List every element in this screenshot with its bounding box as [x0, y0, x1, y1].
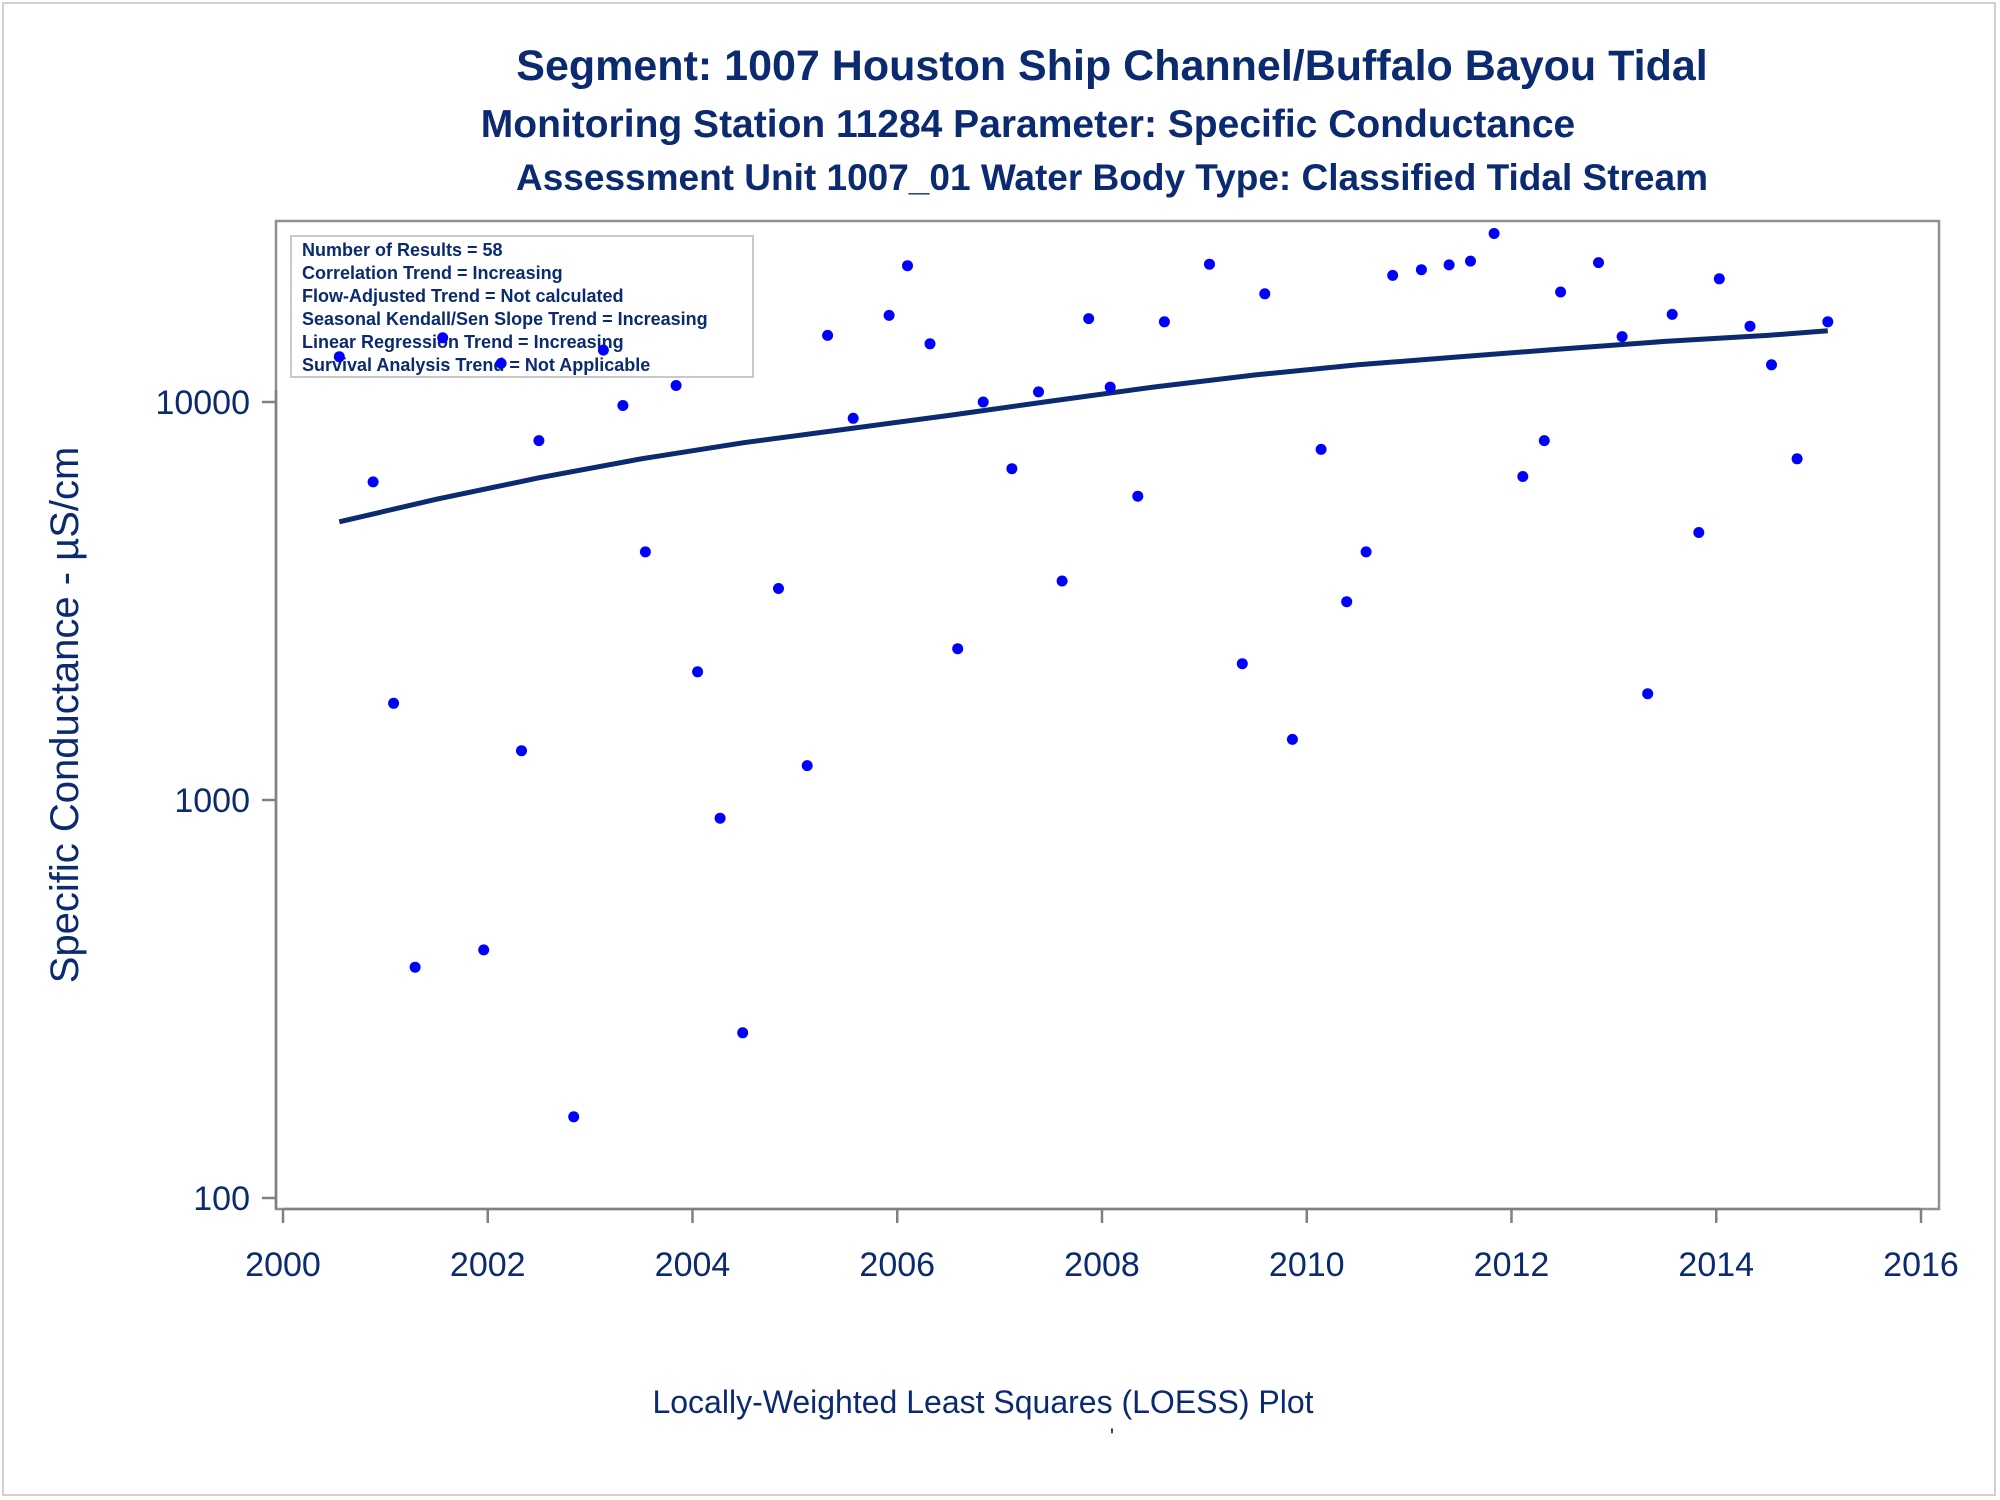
- chart-subtitle-2: Assessment Unit 1007_01 Water Body Type:…: [516, 157, 1708, 198]
- data-point: [388, 697, 400, 709]
- data-point: [801, 760, 813, 772]
- data-point: [1517, 471, 1529, 482]
- x-tick-label: 2014: [1678, 1246, 1754, 1284]
- stat-line: Seasonal Kendall/Sen Slope Trend = Incre…: [302, 309, 708, 329]
- y-tick-label: 100: [193, 1180, 250, 1218]
- data-point: [1132, 490, 1144, 502]
- data-point: [737, 1027, 749, 1039]
- data-point: [533, 435, 545, 447]
- x-tick-label: 2000: [245, 1246, 321, 1284]
- y-tick-label: 1000: [174, 782, 250, 820]
- x-axis: 2000 2002 2004 2006 2008 2010 2012 2014 2016: [245, 1207, 1959, 1284]
- data-point: [1033, 386, 1044, 398]
- data-point: [977, 396, 989, 408]
- data-point: [1315, 443, 1327, 455]
- data-point: [1744, 320, 1756, 332]
- x-axis-label: Locally-Weighted Least Squares (LOESS) P…: [652, 1384, 1313, 1420]
- data-point: [1488, 228, 1500, 239]
- data-point: [1555, 286, 1567, 298]
- stats-list: Number of Results = 58 Correlation Trend …: [302, 240, 708, 375]
- chart-title: Segment: 1007 Houston Ship Channel/Buffa…: [516, 42, 1707, 90]
- data-point: [1443, 259, 1455, 271]
- y-axis-label: Specific Conductance - µS/cm: [43, 447, 87, 984]
- data-point: [516, 745, 527, 757]
- stat-line: Survival Analysis Trend = Not Applicable: [302, 355, 650, 375]
- data-point: [1286, 733, 1298, 745]
- data-point: [437, 332, 449, 344]
- y-axis: 100 1000 10000: [155, 384, 278, 1218]
- x-tick-label: 2010: [1269, 1246, 1345, 1284]
- data-point: [1104, 381, 1116, 393]
- data-point: [1236, 658, 1248, 670]
- data-point: [1766, 359, 1777, 371]
- data-point: [1593, 257, 1604, 269]
- data-point: [1616, 331, 1628, 343]
- data-point: [847, 412, 859, 424]
- chart-subtitle: Monitoring Station 11284 Parameter: Spec…: [481, 103, 1575, 146]
- data-point: [1642, 688, 1654, 700]
- data-points: [333, 228, 1834, 1123]
- x-tick-label: 2016: [1883, 1246, 1959, 1284]
- data-point: [1822, 316, 1834, 328]
- data-point: [1713, 273, 1725, 285]
- x-tick-label: 2006: [859, 1246, 935, 1284]
- y-tick-label: 10000: [155, 384, 250, 422]
- data-point: [1259, 288, 1271, 300]
- data-point: [617, 400, 629, 411]
- data-point: [1465, 255, 1476, 267]
- data-point: [822, 329, 834, 341]
- data-point: [1360, 546, 1372, 558]
- x-tick-label: 2002: [450, 1246, 526, 1284]
- x-tick-label: 2012: [1474, 1246, 1550, 1284]
- data-point: [1006, 463, 1018, 475]
- data-point: [1083, 313, 1095, 325]
- data-point: [1387, 269, 1399, 281]
- data-point: [568, 1111, 580, 1123]
- loess-trend-line: [338, 328, 1828, 525]
- x-tick-label: 2008: [1064, 1246, 1140, 1284]
- data-point: [367, 476, 379, 488]
- data-point: [597, 344, 609, 356]
- data-point: [883, 309, 895, 321]
- data-point: [670, 380, 682, 391]
- stats-box: [290, 235, 754, 378]
- data-point: [1693, 527, 1705, 538]
- stat-line: Flow-Adjusted Trend = Not calculated: [302, 286, 624, 306]
- data-point: [1056, 575, 1068, 587]
- data-point: [1415, 264, 1427, 276]
- data-point: [1158, 316, 1170, 328]
- data-point: [692, 666, 704, 678]
- data-point: [1791, 453, 1803, 465]
- data-point: [773, 583, 784, 594]
- data-point: [1341, 596, 1353, 608]
- stat-line: Linear Regression Trend = Increasing: [302, 332, 624, 352]
- data-point: [1204, 258, 1215, 270]
- data-point: [1666, 308, 1678, 320]
- data-point: [478, 944, 490, 956]
- data-point: [902, 260, 913, 272]
- data-point: [639, 546, 651, 558]
- data-point: [714, 812, 726, 824]
- data-point: [924, 338, 936, 350]
- data-point: [1538, 435, 1550, 447]
- data-point: [495, 357, 507, 369]
- stat-line: Correlation Trend = Increasing: [302, 263, 563, 283]
- data-point: [409, 961, 421, 973]
- data-point: [952, 643, 964, 655]
- stat-line: Number of Results = 58: [302, 240, 503, 260]
- data-point: [333, 351, 345, 363]
- footer-mark: ': [1110, 1424, 1114, 1449]
- x-tick-label: 2004: [655, 1246, 731, 1284]
